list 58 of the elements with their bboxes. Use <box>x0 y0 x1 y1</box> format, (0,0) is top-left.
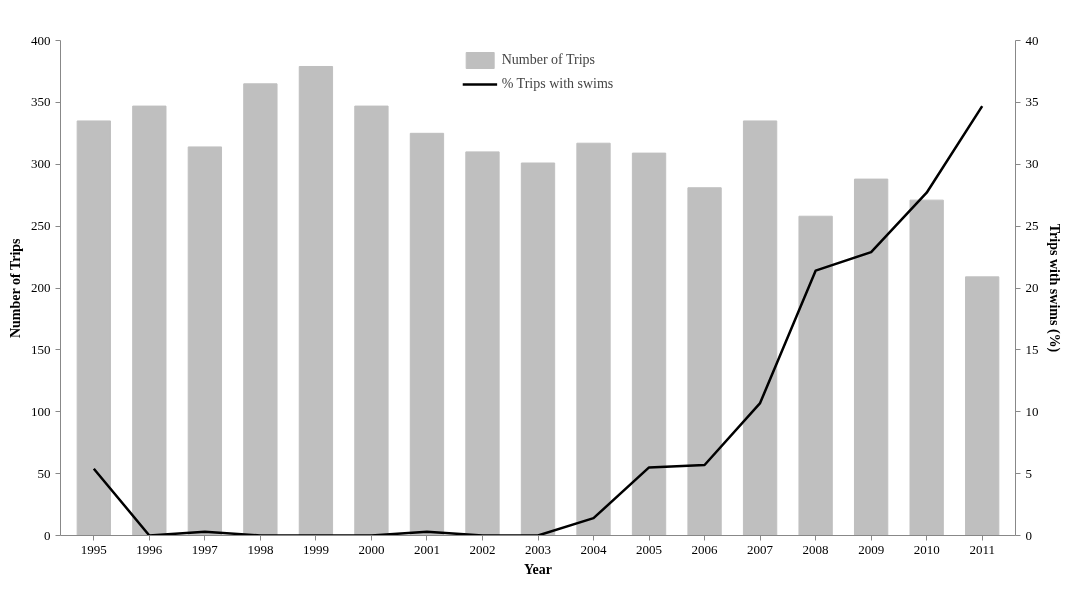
x-tick-label: 2010 <box>913 541 940 557</box>
y2-axis-title: Trips with swims (%) <box>1045 223 1062 353</box>
x-tick-label: 1999 <box>302 541 329 557</box>
x-tick-label: 2003 <box>525 541 551 557</box>
bar <box>76 120 111 536</box>
y2-tick-label: 10 <box>1025 403 1039 419</box>
x-tick-label: 2007 <box>747 541 774 557</box>
x-tick-label: 1996 <box>136 541 163 557</box>
bar <box>465 151 500 536</box>
bar <box>354 105 389 536</box>
y-tick-label: 100 <box>31 403 51 419</box>
x-tick-label: 1998 <box>247 541 274 557</box>
y-tick-label: 200 <box>31 280 51 295</box>
x-tick-label: 2001 <box>413 541 440 557</box>
bar <box>187 146 223 536</box>
x-axis-title: Year <box>524 561 553 577</box>
bar <box>576 142 611 536</box>
y2-tick-label: 5 <box>1025 465 1032 481</box>
x-tick-label: 2011 <box>969 541 995 557</box>
y2-tick-label: 15 <box>1025 341 1039 357</box>
y-tick-label: 250 <box>31 218 51 234</box>
x-tick-label: 1997 <box>191 541 219 557</box>
bar <box>520 162 556 536</box>
bar <box>298 65 334 536</box>
y-tick-label: 400 <box>31 32 51 48</box>
legend-label: Number of Trips <box>501 52 596 68</box>
y-axis-title: Number of Trips <box>8 237 23 339</box>
bar <box>742 120 778 536</box>
bar <box>965 276 1000 536</box>
y2-tick-label: 20 <box>1025 280 1039 295</box>
line-series <box>92 104 984 536</box>
bar <box>687 187 722 536</box>
x-tick-label: 2000 <box>358 541 385 557</box>
y-tick-label: 150 <box>31 341 51 357</box>
bar <box>132 105 167 536</box>
x-tick-label: 2004 <box>580 541 608 557</box>
x-tick-label: 2009 <box>858 541 885 557</box>
y2-tick-label: 25 <box>1025 218 1039 234</box>
y2-tick-label: 35 <box>1025 94 1039 110</box>
bar <box>853 178 889 536</box>
x-tick-label: 2002 <box>469 541 496 557</box>
bar <box>798 215 833 536</box>
x-tick-label: 2008 <box>802 541 829 557</box>
x-tick-label: 1995 <box>80 541 107 557</box>
bar <box>631 152 667 536</box>
y2-tick-label: 30 <box>1025 156 1039 172</box>
x-tick-label: 2006 <box>691 541 719 557</box>
y-tick-label: 50 <box>37 465 51 481</box>
y-tick-label: 0 <box>44 527 51 543</box>
y-tick-label: 300 <box>31 156 51 172</box>
bar <box>243 83 278 536</box>
y2-tick-label: 0 <box>1025 527 1032 543</box>
legend-label: % Trips with swims <box>501 76 614 92</box>
y2-tick-label: 40 <box>1025 32 1039 48</box>
bar <box>409 132 445 536</box>
bar <box>909 199 944 536</box>
x-tick-label: 2005 <box>636 541 663 557</box>
y-tick-label: 350 <box>31 94 51 110</box>
